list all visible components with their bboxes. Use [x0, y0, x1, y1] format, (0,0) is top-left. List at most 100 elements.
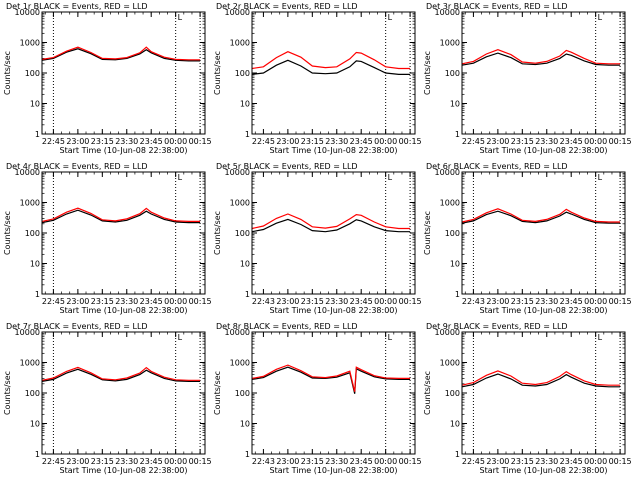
x-tick-label: 23:30 [115, 457, 138, 466]
y-tick-label: 100 [445, 69, 460, 78]
series-line [41, 368, 201, 382]
x-tick-label: 00:00 [164, 457, 187, 466]
x-tick-label: 23:45 [560, 137, 583, 146]
y-tick-label: 100 [445, 389, 460, 398]
y-tick-label: 10000 [225, 328, 250, 337]
x-tick-label: 23:45 [560, 457, 583, 466]
x-tick-label: 23:45 [560, 297, 583, 306]
x-tick-label: 22:45 [42, 137, 65, 146]
chart-panel: Det 6r BLACK = Events, RED = LLD 1 10 100 10… [423, 162, 632, 315]
y-tick-label: 10 [450, 260, 460, 269]
x-tick-label: 23:15 [91, 297, 114, 306]
x-tick-label: 00:00 [374, 457, 397, 466]
y-tick-label: 1 [245, 130, 250, 139]
y-tick-label: 1 [455, 130, 460, 139]
x-axis-label: Start Time (10-Jun-08 22:38:00) [270, 466, 398, 475]
series-line [251, 364, 411, 392]
y-tick-label: 100 [235, 69, 250, 78]
marker-label: L [388, 333, 393, 342]
y-tick-label: 10000 [15, 328, 40, 337]
x-tick-label: 23:15 [91, 137, 114, 146]
y-tick-label: 100 [25, 229, 40, 238]
x-tick-label: 23:15 [511, 457, 534, 466]
y-axis-label: Counts/sec [213, 211, 222, 255]
chart-title: Det 8r BLACK = Events, RED = LLD [216, 322, 358, 331]
x-axis-label: Start Time (10-Jun-08 22:38:00) [270, 306, 398, 315]
x-tick-label: 00:00 [164, 137, 187, 146]
series-line [461, 52, 621, 66]
x-tick-label: 00:15 [399, 137, 422, 146]
chart-title: Det 3r BLACK = Events, RED = LLD [426, 2, 568, 11]
y-tick-label: 10000 [225, 8, 250, 17]
x-tick-label: 23:00 [66, 137, 89, 146]
y-tick-label: 10 [240, 100, 250, 109]
chart-title: Det 2r BLACK = Events, RED = LLD [216, 2, 358, 11]
y-tick-label: 1000 [20, 359, 40, 368]
plot-frame [41, 11, 206, 135]
chart-panel: Det 4r BLACK = Events, RED = LLD 1 10 100 10… [3, 162, 212, 315]
plot-frame [461, 171, 626, 295]
series-line [41, 209, 201, 224]
series-line [461, 370, 621, 386]
x-tick-label: 23:30 [325, 297, 348, 306]
y-tick-label: 10 [30, 420, 40, 429]
x-tick-label: 22:43 [462, 297, 485, 306]
chart-title: Det 6r BLACK = Events, RED = LLD [426, 162, 568, 171]
y-tick-label: 100 [25, 389, 40, 398]
y-tick-label: 10000 [435, 168, 460, 177]
x-tick-label: 00:15 [609, 137, 632, 146]
plot-frame [461, 331, 626, 455]
marker-label: L [178, 173, 183, 182]
x-tick-label: 22:43 [252, 457, 275, 466]
y-tick-label: 1 [35, 290, 40, 299]
y-tick-label: 10 [240, 420, 250, 429]
x-tick-label: 23:00 [276, 137, 299, 146]
chart-panel: Det 5r BLACK = Events, RED = LLD 1 10 100 10… [213, 162, 422, 315]
chart-title: Det 5r BLACK = Events, RED = LLD [216, 162, 358, 171]
y-tick-label: 1000 [230, 359, 250, 368]
y-tick-label: 100 [235, 389, 250, 398]
y-axis-label: Counts/sec [213, 371, 222, 415]
chart-panel: Det 2r BLACK = Events, RED = LLD 1 10 100 10… [213, 2, 422, 155]
x-tick-label: 00:15 [609, 457, 632, 466]
y-tick-label: 10 [30, 260, 40, 269]
x-tick-label: 23:45 [350, 297, 373, 306]
x-tick-label: 23:45 [350, 457, 373, 466]
x-tick-label: 00:15 [189, 457, 212, 466]
chart-panel: Det 3r BLACK = Events, RED = LLD 1 10 100 10… [423, 2, 632, 155]
y-tick-label: 1 [245, 450, 250, 459]
plot-frame [41, 331, 206, 455]
x-tick-label: 23:00 [486, 457, 509, 466]
plot-frame [41, 171, 206, 295]
plot-frame [251, 11, 416, 135]
y-tick-label: 1000 [230, 199, 250, 208]
x-tick-label: 23:30 [535, 137, 558, 146]
marker-label: L [178, 13, 183, 22]
y-tick-label: 100 [25, 69, 40, 78]
x-tick-label: 23:45 [140, 137, 163, 146]
marker-label: L [598, 333, 603, 342]
y-tick-label: 10000 [15, 8, 40, 17]
x-tick-label: 22:43 [252, 297, 275, 306]
chart-title: Det 1r BLACK = Events, RED = LLD [6, 2, 148, 11]
y-tick-label: 10 [30, 100, 40, 109]
y-tick-label: 1000 [440, 39, 460, 48]
y-tick-label: 1 [35, 130, 40, 139]
x-tick-label: 00:00 [584, 297, 607, 306]
marker-label: L [388, 173, 393, 182]
y-tick-label: 100 [235, 229, 250, 238]
y-axis-label: Counts/sec [423, 371, 432, 415]
chart-panel: Det 1r BLACK = Events, RED = LLD 1 10 100 10… [3, 2, 212, 155]
y-tick-label: 1000 [20, 199, 40, 208]
y-axis-label: Counts/sec [423, 51, 432, 95]
marker-label: L [178, 333, 183, 342]
x-tick-label: 23:30 [535, 297, 558, 306]
marker-label: L [598, 173, 603, 182]
chart-title: Det 9r BLACK = Events, RED = LLD [426, 322, 568, 331]
x-tick-label: 00:00 [374, 297, 397, 306]
x-tick-label: 00:15 [399, 457, 422, 466]
x-tick-label: 23:00 [486, 137, 509, 146]
y-axis-label: Counts/sec [3, 51, 12, 95]
y-axis-label: Counts/sec [213, 51, 222, 95]
series-line [251, 213, 411, 230]
